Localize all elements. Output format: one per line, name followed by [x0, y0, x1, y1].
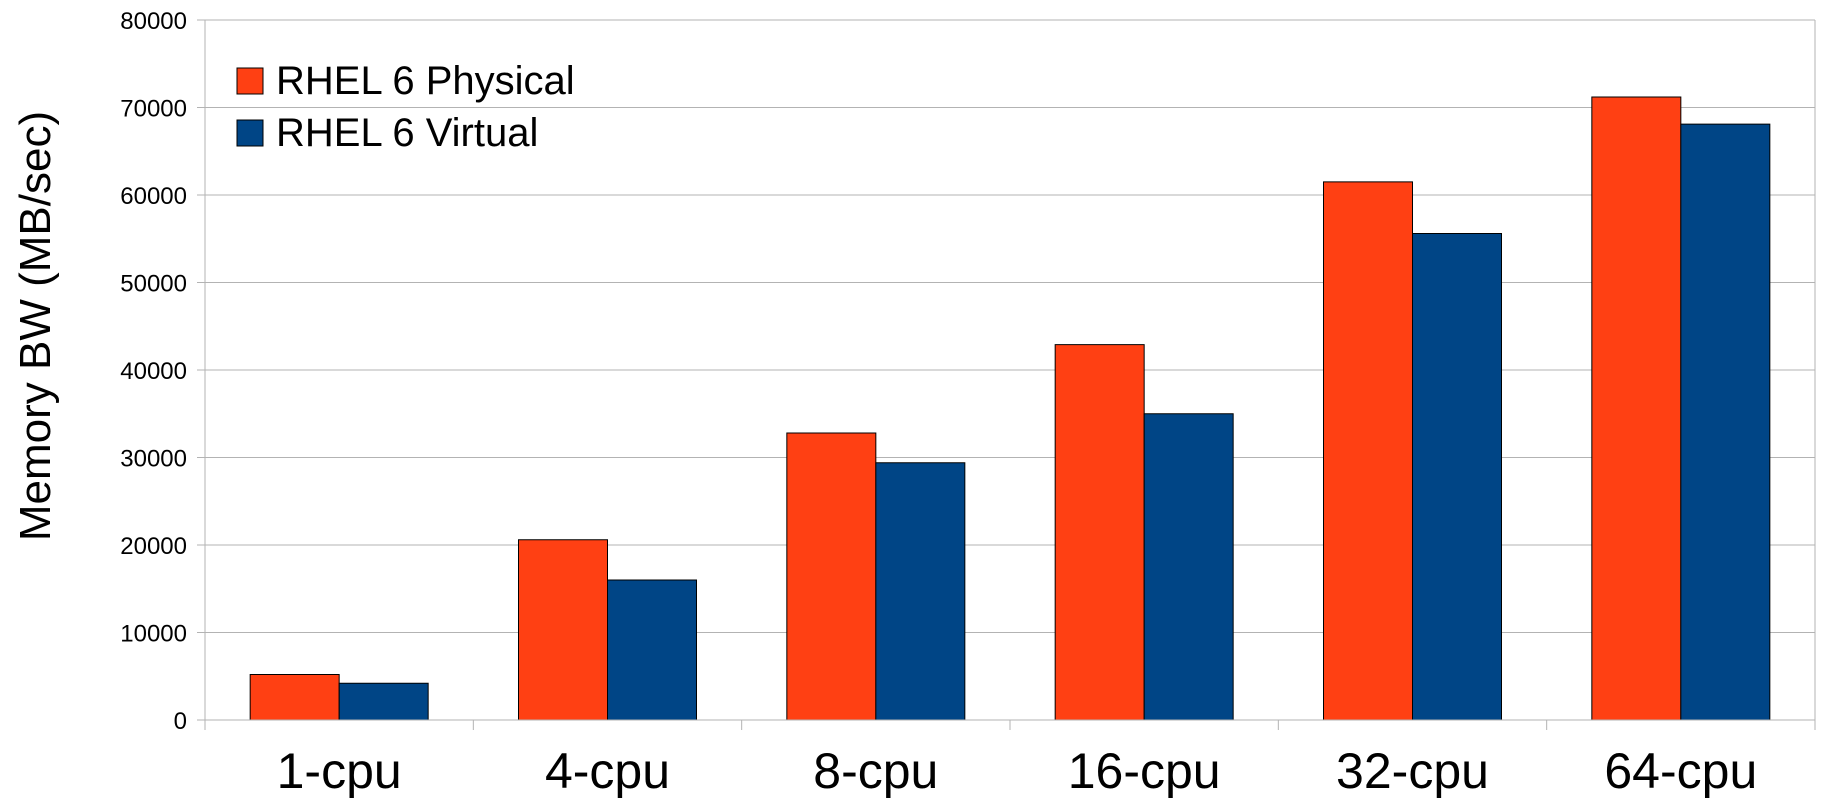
- x-tick-label: 1-cpu: [277, 743, 402, 798]
- y-tick-label: 80000: [120, 8, 187, 35]
- legend: RHEL 6 Physical RHEL 6 Virtual: [236, 59, 575, 155]
- y-tick-label: 70000: [120, 96, 187, 123]
- gridlines: [205, 19, 1815, 721]
- legend-swatch: [236, 67, 264, 95]
- legend-label: RHEL 6 Physical: [276, 59, 575, 103]
- y-tick-label: 20000: [120, 533, 187, 560]
- bar-rhel-6-virtual-8-cpu: [875, 462, 966, 721]
- bar-rhel-6-physical-1-cpu: [249, 674, 340, 721]
- tick-labels: 0 10000 20000 30000 40000 50000 60000 70000 8000…: [120, 8, 1757, 799]
- bar-rhel-6-physical-64-cpu: [1591, 96, 1682, 721]
- y-tick-label: 30000: [120, 446, 187, 473]
- x-tick-label: 64-cpu: [1604, 743, 1757, 798]
- y-tick-label: 50000: [120, 271, 187, 298]
- legend-label: RHEL 6 Virtual: [276, 111, 538, 155]
- y-tick-label: 10000: [120, 621, 187, 648]
- y-tick-label: 40000: [120, 358, 187, 385]
- x-tick-label: 32-cpu: [1336, 743, 1489, 798]
- bar-rhel-6-virtual-32-cpu: [1412, 233, 1502, 721]
- bar-rhel-6-virtual-4-cpu: [607, 579, 697, 721]
- x-tick-label: 8-cpu: [813, 743, 938, 798]
- bar-rhel-6-virtual-64-cpu: [1680, 123, 1771, 721]
- bar-rhel-6-physical-8-cpu: [786, 432, 877, 721]
- legend-swatch: [236, 119, 264, 147]
- bar-rhel-6-physical-32-cpu: [1323, 181, 1413, 721]
- x-tick-label: 4-cpu: [545, 743, 670, 798]
- y-axis-label: Memory BW (MB/sec): [11, 111, 60, 541]
- x-tick-label: 16-cpu: [1068, 743, 1221, 798]
- bar-rhel-6-physical-16-cpu: [1054, 344, 1145, 721]
- y-tick-label: 60000: [120, 183, 187, 210]
- bar-rhel-6-physical-4-cpu: [518, 539, 608, 721]
- bars: [249, 96, 1771, 721]
- bar-rhel-6-virtual-16-cpu: [1143, 413, 1234, 721]
- bar-rhel-6-virtual-1-cpu: [338, 682, 429, 721]
- y-tick-label: 0: [174, 708, 187, 735]
- axes: [197, 19, 1816, 730]
